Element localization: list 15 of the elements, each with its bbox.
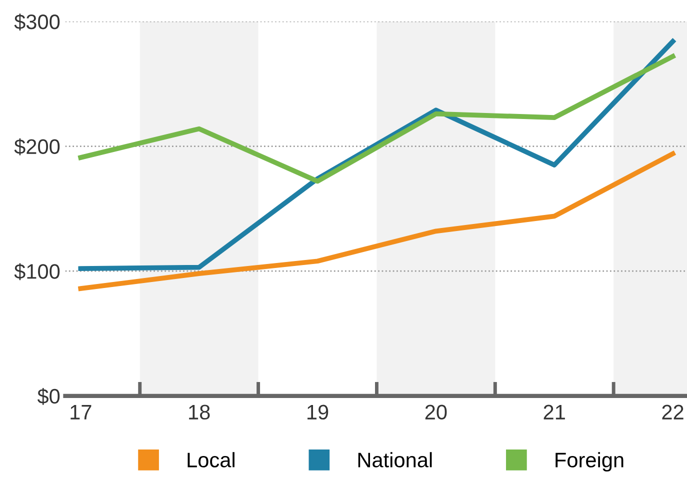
x-tick-label: 22 bbox=[662, 404, 684, 420]
y-tick-label: $300 bbox=[14, 14, 60, 30]
y-tick-label: $200 bbox=[14, 138, 60, 156]
legend-label: National bbox=[358, 452, 432, 468]
legend-label: Local bbox=[188, 452, 234, 468]
x-tick-label: 18 bbox=[189, 404, 210, 420]
x-tick-label: 21 bbox=[544, 404, 565, 420]
x-tick-label: 20 bbox=[425, 404, 447, 420]
x-tick-label: 17 bbox=[70, 405, 92, 420]
y-tick-label: $100 bbox=[14, 263, 60, 280]
line-series bbox=[78, 54, 676, 184]
y-tick-label: $0 bbox=[37, 388, 60, 405]
line-series bbox=[78, 151, 676, 291]
legend-label: Foreign bbox=[556, 452, 624, 472]
x-tick-label: 19 bbox=[308, 404, 328, 420]
